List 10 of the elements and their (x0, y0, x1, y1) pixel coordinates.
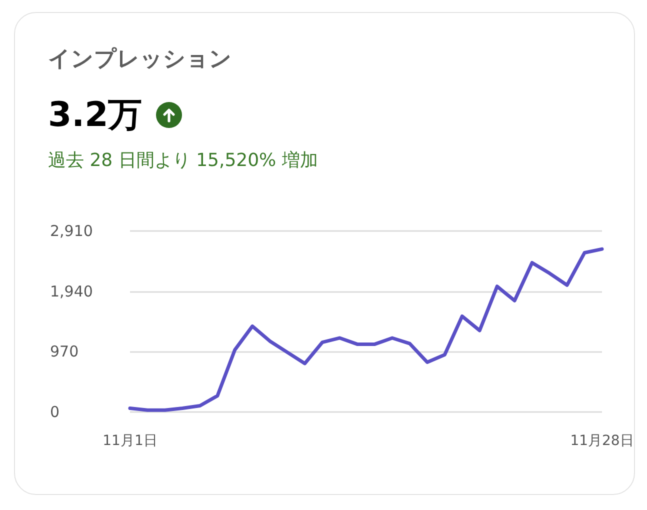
y-tick-label: 1,940 (50, 282, 93, 300)
y-tick-label: 970 (50, 342, 79, 361)
y-tick-label: 0 (50, 403, 60, 421)
chart-subtitle: 3.2万 (48, 94, 142, 137)
line-series (128, 247, 604, 412)
y-tick-label: 2,910 (50, 222, 93, 240)
chart-title: インプレッション (48, 46, 232, 74)
text: 過去 28 日間より 15,520% 増加 (48, 149, 318, 172)
x-tick-label: 11月28日 (570, 433, 634, 449)
x-tick-label: 11月1日 (102, 433, 158, 449)
